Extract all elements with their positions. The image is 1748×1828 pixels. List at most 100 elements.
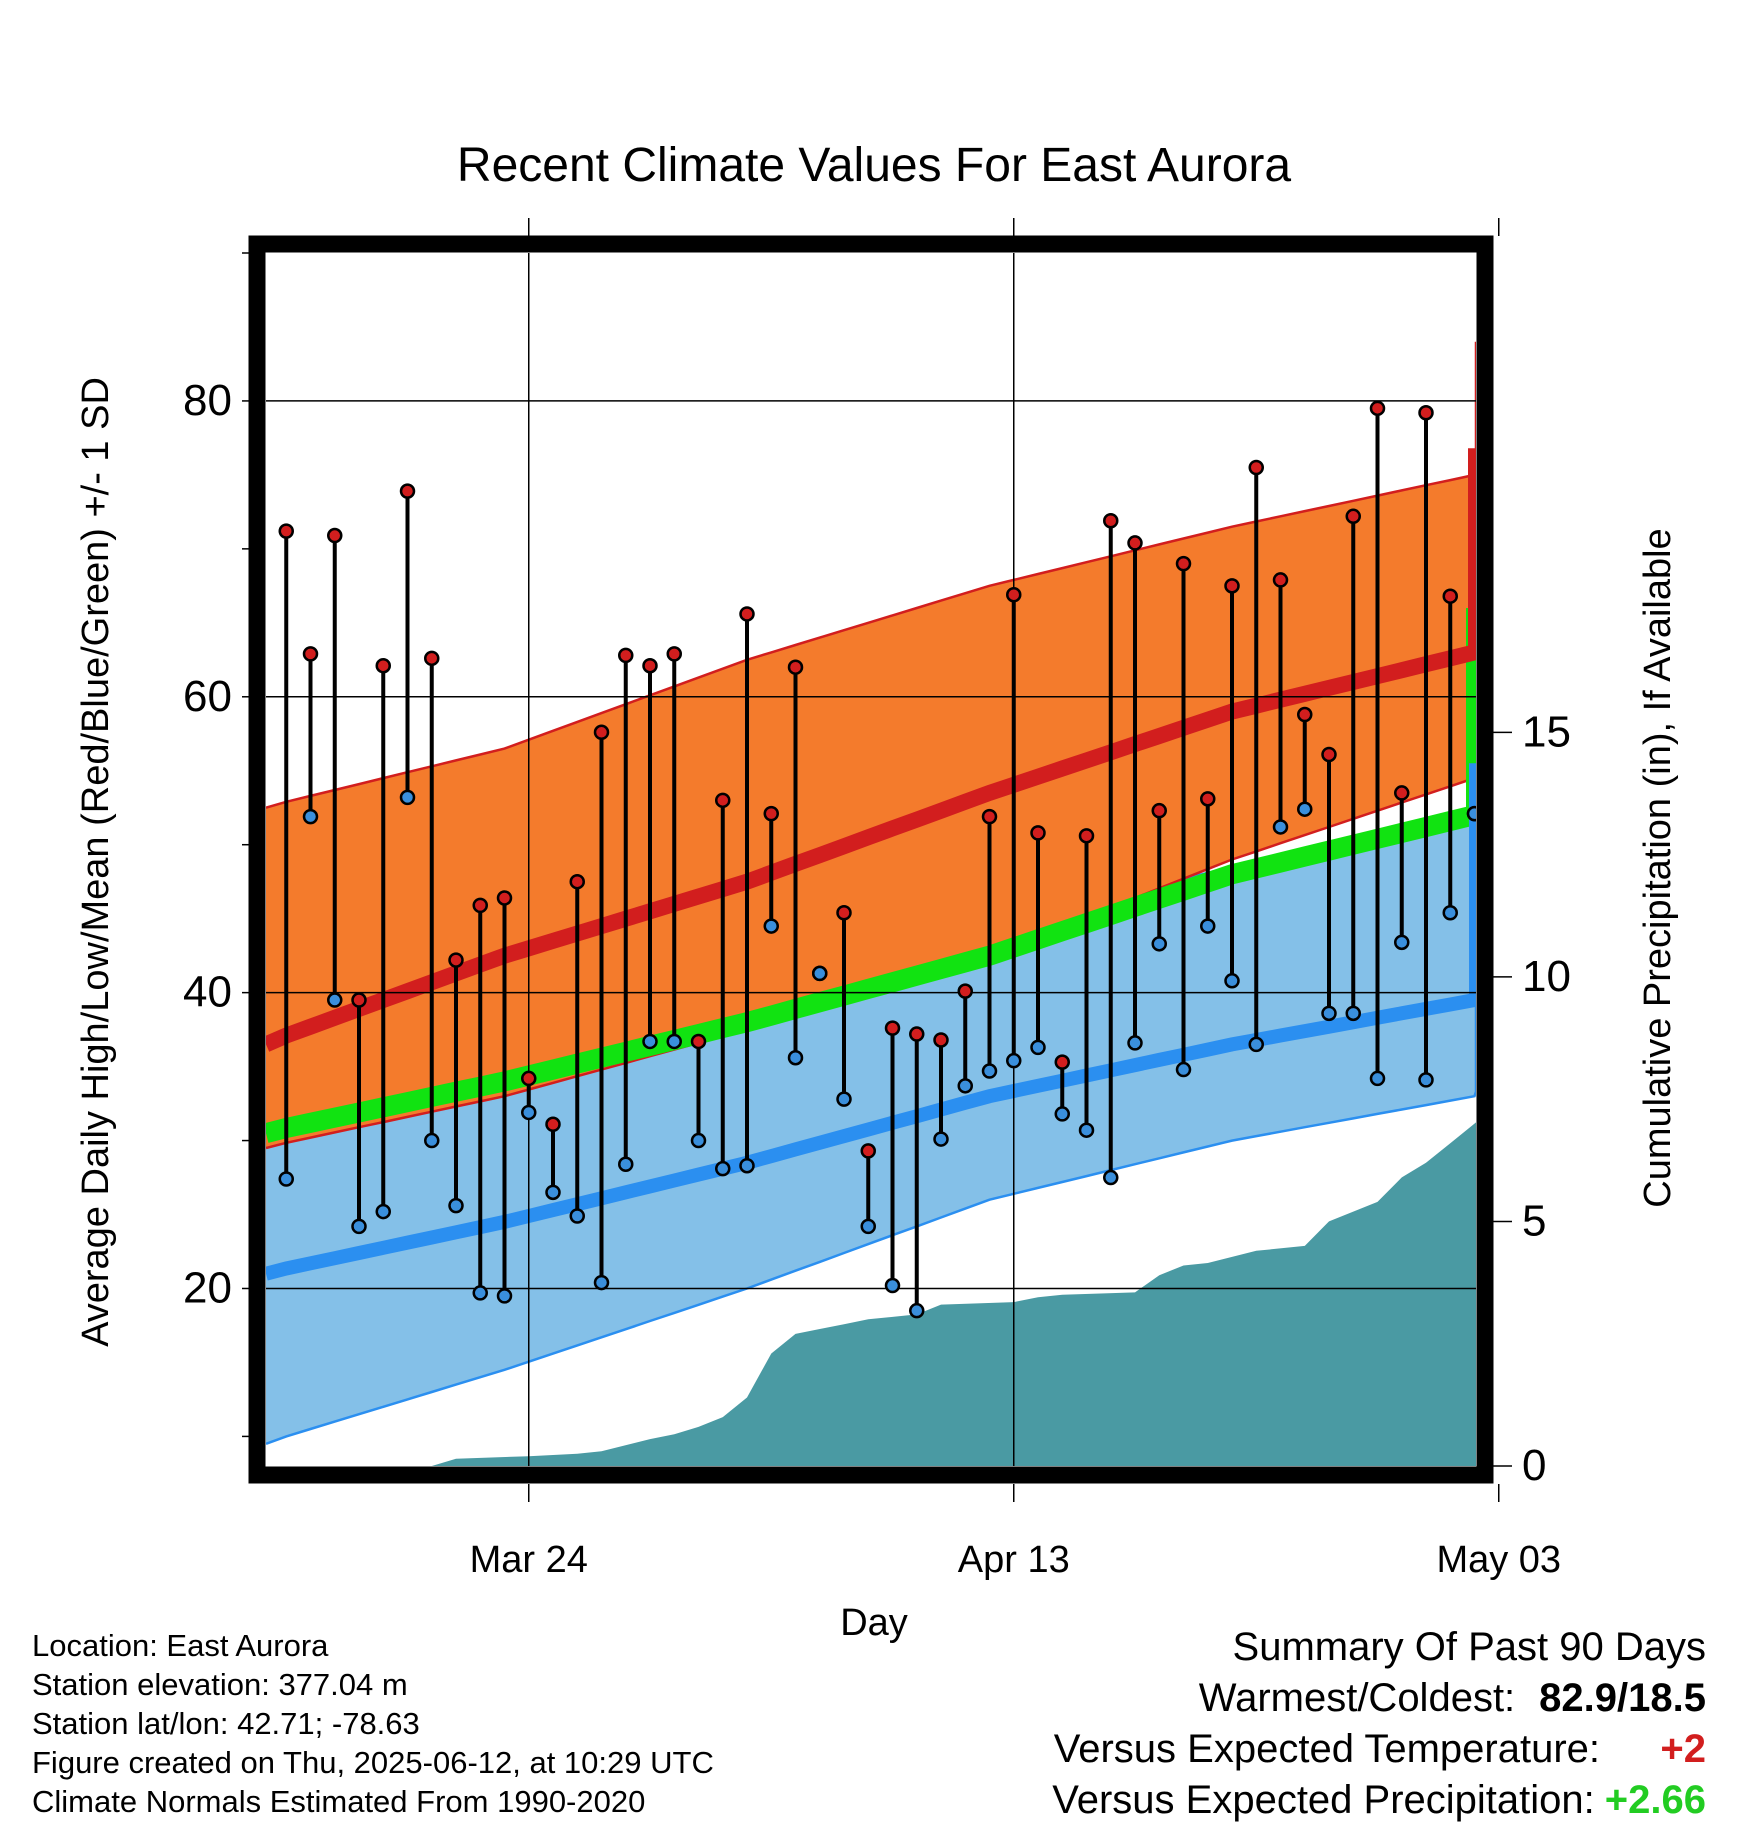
low-temp-point [1175, 1061, 1192, 1078]
low-temp-point [1272, 819, 1289, 835]
x-axis-label: Day [840, 1602, 908, 1644]
high-temp-point [569, 873, 585, 890]
location-text: Location: East Aurora [32, 1628, 329, 1663]
summary-title: Summary Of Past 90 Days [1232, 1625, 1706, 1669]
high-temp-point [1517, 536, 1530, 549]
high-temp-point [1541, 612, 1554, 625]
high-temp-point [1224, 578, 1240, 594]
high-temp-point [860, 1143, 876, 1159]
low-temp-point [1418, 1072, 1434, 1088]
low-temp-point [545, 1184, 561, 1201]
high-temp-point [1418, 405, 1434, 421]
high-temp-point [351, 992, 367, 1008]
temperature-deviation-row: Versus Expected Temperature: +2 [1052, 1724, 1706, 1775]
low-temp-point [1565, 819, 1578, 832]
high-temp-point [909, 1026, 925, 1042]
y2-tick-label: 15 [1522, 707, 1571, 756]
high-temp-point [496, 890, 513, 906]
low-temp-point [690, 1132, 707, 1149]
low-temp-point [1735, 727, 1748, 740]
low-temp-point [1127, 1035, 1143, 1051]
high-temp-point [1345, 508, 1361, 525]
precipitation-deviation-row: Versus Expected Precipitation: +2.66 [1052, 1775, 1706, 1826]
warmest-coldest-value: 82.9/18.5 [1539, 1676, 1706, 1720]
high-temp-point [690, 1033, 707, 1050]
temperature-deviation-value: +2 [1660, 1727, 1706, 1771]
normal-low-mean-line [266, 763, 1476, 1281]
high-temp-point [593, 724, 610, 741]
low-temp-point [496, 1288, 513, 1304]
high-temp-point [666, 646, 682, 662]
y-tick-label: 40 [183, 968, 232, 1017]
low-temp-point [1517, 903, 1530, 916]
plot-frame [248, 235, 1494, 1484]
low-temp-point [884, 1277, 901, 1294]
high-temp-point [1589, 809, 1602, 822]
low-temp-point [472, 1285, 488, 1301]
low-temp-point [1686, 980, 1699, 993]
low-temp-point [1541, 788, 1554, 801]
normal-low-band [266, 659, 1476, 1444]
low-temp-point [351, 1218, 367, 1235]
high-temp-point [1006, 586, 1022, 603]
high-temp-point [763, 805, 779, 822]
warmest-coldest-row: Warmest/Coldest: 82.9/18.5 [1052, 1673, 1706, 1724]
low-temp-point [1297, 801, 1313, 817]
low-temp-point [787, 1049, 804, 1066]
high-temp-point [327, 527, 343, 544]
high-temp-point [1175, 555, 1192, 572]
y2-tick-label: 0 [1522, 1441, 1546, 1490]
low-temp-point [957, 1078, 973, 1094]
x-tick-label: May 03 [1436, 1539, 1561, 1581]
high-temp-point [618, 647, 634, 664]
high-temp-point [1394, 785, 1410, 801]
low-temp-point [327, 992, 343, 1008]
low-temp-point [739, 1157, 755, 1174]
low-temp-point [1589, 838, 1602, 851]
high-temp-point [1127, 535, 1143, 551]
low-temp-point [1054, 1106, 1070, 1122]
low-temp-point [1614, 1081, 1627, 1094]
low-temp-point [642, 1033, 658, 1050]
low-temp-point [1248, 1036, 1264, 1053]
low-temp-point [715, 1160, 731, 1177]
latlon-text: Station lat/lon: 42.71; -78.63 [32, 1706, 420, 1741]
y-tick-label: 20 [183, 1263, 232, 1312]
low-temp-point [1711, 772, 1724, 785]
low-temp-point [618, 1156, 634, 1172]
normal-high-band [266, 341, 1476, 1148]
low-temp-point [981, 1063, 998, 1079]
low-temp-point [1492, 933, 1505, 946]
high-temp-point [1614, 760, 1627, 773]
precipitation-area [266, 791, 1476, 1466]
normal-high-mean-line [266, 448, 1476, 1052]
high-temp-point [1369, 400, 1386, 417]
high-temp-point [302, 646, 319, 662]
precipitation-deviation-value: +2.66 [1604, 1778, 1706, 1822]
high-temp-point [884, 1020, 901, 1036]
low-temp-point [278, 1171, 294, 1187]
high-temp-point [1103, 512, 1119, 529]
created-text: Figure created on Thu, 2025-06-12, at 10… [32, 1745, 714, 1780]
low-temp-point [593, 1274, 610, 1291]
high-temp-point [957, 983, 973, 999]
high-temp-point [1321, 746, 1337, 763]
low-temp-point [1442, 905, 1458, 921]
low-temp-point [302, 808, 319, 825]
low-temp-point [1078, 1122, 1095, 1138]
low-temp-point [860, 1218, 876, 1235]
high-temp-point [1565, 653, 1578, 666]
low-temp-point [569, 1208, 585, 1224]
high-temp-point [1442, 588, 1458, 604]
x-tick-label: Mar 24 [470, 1539, 588, 1581]
low-temp-point [448, 1197, 464, 1214]
y-tick-label: 60 [183, 672, 232, 721]
low-temp-point [1224, 973, 1240, 989]
high-temp-point [1078, 828, 1095, 844]
high-temp-point [472, 897, 488, 914]
normals-text: Climate Normals Estimated From 1990-2020 [32, 1784, 646, 1819]
low-temp-point [1394, 934, 1410, 951]
high-temp-point [1151, 802, 1167, 819]
